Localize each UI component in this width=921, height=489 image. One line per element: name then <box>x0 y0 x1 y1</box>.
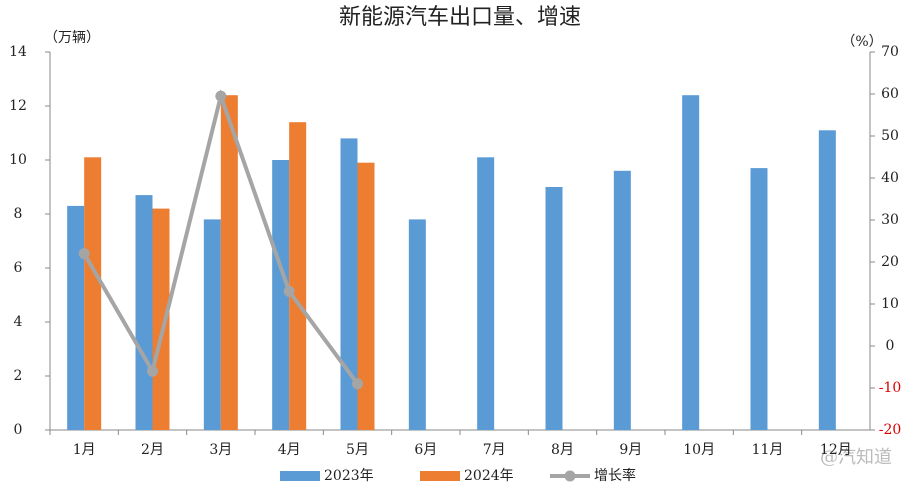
y2-tick-label: 60 <box>881 86 899 102</box>
line-marker <box>215 90 227 102</box>
x-tick-label: 5月 <box>346 442 369 458</box>
x-tick-label: 6月 <box>414 442 437 458</box>
y-axis-label: （万辆） <box>44 30 100 46</box>
y2-tick-label: -10 <box>879 380 902 396</box>
y-tick-label: 8 <box>14 206 23 222</box>
y2-axis-label: （%） <box>841 34 882 50</box>
legend-swatch <box>280 471 320 481</box>
bar <box>818 130 836 431</box>
y-tick-label: 12 <box>9 98 27 114</box>
bar <box>135 195 153 430</box>
bar <box>545 187 563 430</box>
y2-tick-label: 70 <box>881 44 899 60</box>
y2-tick-label: 10 <box>881 296 899 312</box>
y2-tick-label: 40 <box>881 170 899 186</box>
x-tick-label: 2月 <box>141 442 164 458</box>
legend-swatch <box>564 470 576 482</box>
x-tick-label: 4月 <box>278 442 301 458</box>
bar <box>289 122 307 430</box>
line-marker <box>352 378 363 390</box>
line-marker <box>78 248 90 260</box>
y-tick-label: 6 <box>14 260 23 276</box>
bar <box>340 138 358 430</box>
x-tick-label: 8月 <box>551 442 574 458</box>
bar <box>84 157 102 431</box>
y-tick-label: 10 <box>9 152 27 168</box>
x-tick-label: 3月 <box>209 442 232 458</box>
x-tick-label: 1月 <box>73 442 96 458</box>
y-tick-label: 0 <box>14 422 23 438</box>
bar <box>67 205 85 430</box>
line-marker <box>147 365 158 377</box>
x-tick-label: 7月 <box>483 442 506 458</box>
bar <box>613 170 631 431</box>
bar <box>357 162 375 430</box>
line-marker <box>283 285 295 297</box>
bar <box>203 219 221 430</box>
x-tick-label: 9月 <box>619 442 642 458</box>
y-tick-label: 14 <box>9 44 27 60</box>
legend-label: 2023年 <box>324 468 374 484</box>
y2-tick-label: 20 <box>881 254 899 270</box>
y-tick-label: 2 <box>14 368 23 384</box>
y2-tick-label: 0 <box>886 338 895 354</box>
x-tick-label: 12月 <box>820 442 852 458</box>
chart-title: 新能源汽车出口量、增速 <box>339 5 581 30</box>
y2-tick-label: 50 <box>881 128 899 144</box>
bar <box>477 157 495 431</box>
bar <box>272 160 290 430</box>
legend-label: 增长率 <box>594 467 636 484</box>
x-tick-label: 10月 <box>683 442 715 458</box>
y2-tick-label: -20 <box>879 422 902 438</box>
watermark: @汽知道 <box>820 447 892 468</box>
y2-tick-label: 30 <box>881 212 899 228</box>
y-tick-label: 4 <box>14 314 23 330</box>
bar <box>220 95 238 430</box>
legend-label: 2024年 <box>464 468 514 484</box>
bar <box>682 95 700 430</box>
x-tick-label: 11月 <box>752 442 784 458</box>
bar <box>750 168 768 430</box>
legend-swatch <box>420 471 460 481</box>
bar <box>408 219 426 430</box>
